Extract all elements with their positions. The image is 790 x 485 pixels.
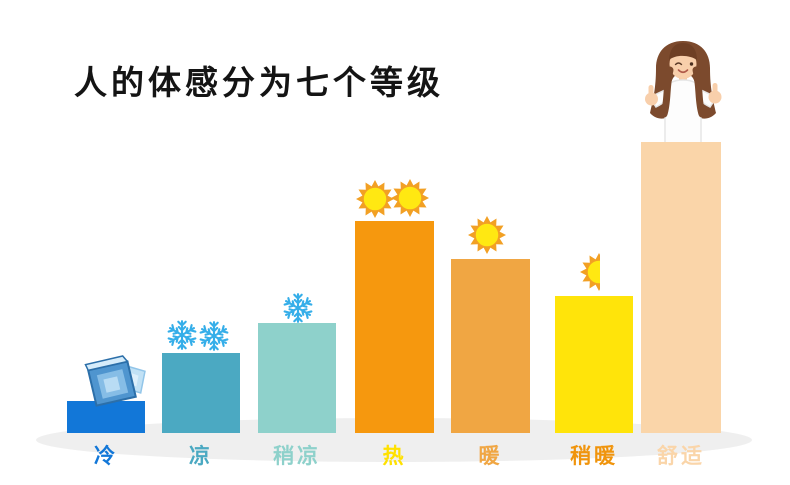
label-comfortable: 舒适	[657, 445, 705, 468]
label-slightly-cool: 稍凉	[273, 445, 321, 468]
sun-icon	[356, 180, 394, 218]
label-slightly-warm: 稍暖	[570, 445, 618, 468]
ice-cube-core	[103, 376, 121, 393]
snowflake-icon	[167, 320, 197, 350]
half-sun-icon	[579, 252, 600, 292]
wink-eye	[674, 62, 683, 66]
hair-bangs	[669, 43, 697, 60]
label-cool: 凉	[189, 445, 213, 468]
person-thumbs-up-photo	[645, 41, 722, 145]
label-cold: 冷	[94, 445, 118, 468]
right-fist	[708, 90, 722, 104]
bar-warm	[451, 259, 530, 433]
label-hot: 热	[382, 445, 407, 468]
snowflake-icon	[199, 321, 229, 351]
bar-slightly-cool	[258, 323, 336, 433]
sun-icon	[467, 215, 507, 255]
bar-cool	[162, 353, 240, 433]
bar-cold	[67, 401, 145, 433]
snowflake-icon	[283, 293, 313, 323]
ice-cube-icon	[84, 355, 146, 407]
hair-strand-left	[660, 66, 674, 118]
hair-strand-right	[692, 66, 706, 118]
sun-icon	[390, 178, 430, 218]
open-eye	[689, 62, 694, 66]
smile	[677, 69, 689, 74]
left-fist	[645, 92, 658, 106]
ice-cube-top-face	[84, 355, 129, 372]
page-title: 人的体感分为七个等级	[74, 66, 444, 102]
bar-comfortable	[641, 142, 721, 433]
bar-hot	[355, 221, 434, 433]
label-warm: 暖	[478, 445, 503, 468]
bar-slightly-warm	[555, 296, 633, 433]
